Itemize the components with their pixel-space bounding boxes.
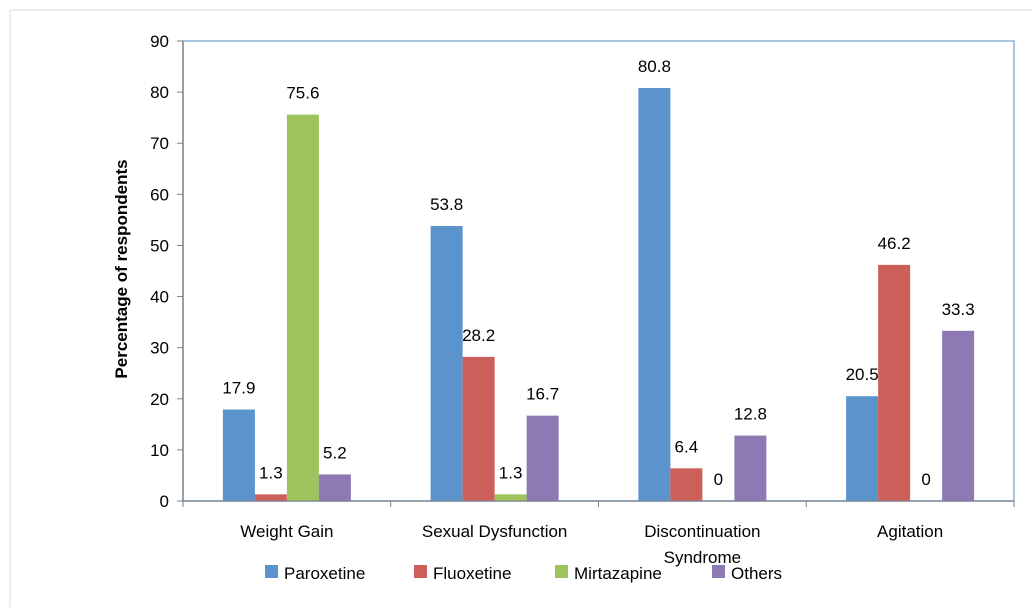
x-category-label: Sexual Dysfunction	[422, 522, 568, 541]
y-tick-label: 50	[150, 236, 169, 255]
data-label: 75.6	[286, 84, 319, 103]
data-label: 20.5	[846, 365, 879, 384]
data-label: 28.2	[462, 326, 495, 345]
bar	[670, 468, 703, 501]
legend-label: Mirtazapine	[574, 564, 662, 583]
bar	[526, 415, 559, 501]
legend-swatch	[414, 565, 427, 578]
data-label: 1.3	[259, 463, 283, 482]
data-label: 12.8	[734, 405, 767, 424]
bar	[942, 330, 975, 501]
data-label: 5.2	[323, 443, 347, 462]
x-category-label: Agitation	[877, 522, 943, 541]
data-label: 80.8	[638, 57, 671, 76]
legend-label: Others	[731, 564, 782, 583]
y-axis-title: Percentage of respondents	[112, 159, 131, 378]
legend-swatch	[712, 565, 725, 578]
data-label: 1.3	[499, 463, 523, 482]
data-labels: 17.9 1.3 75.6 5.2 53.8 28.2 1.3 16.7 80.8 6.4 0 12.…	[222, 57, 974, 489]
legend: Paroxetine Fluoxetine Mirtazapine Others	[265, 564, 782, 583]
legend-label: Fluoxetine	[433, 564, 511, 583]
bar	[878, 264, 911, 501]
bar	[286, 114, 319, 501]
data-label: 17.9	[222, 379, 255, 398]
bar	[254, 494, 287, 501]
x-category-label: Weight Gain	[240, 522, 333, 541]
data-label: 33.3	[942, 300, 975, 319]
x-axis: Weight Gain Sexual Dysfunction Discontinua…	[182, 500, 1015, 567]
data-label: 6.4	[675, 437, 699, 456]
bar	[846, 396, 879, 501]
y-tick-label: 90	[150, 32, 169, 51]
bar	[494, 494, 527, 501]
legend-swatch	[265, 565, 278, 578]
bar	[222, 409, 255, 501]
data-label: 16.7	[526, 385, 559, 404]
data-label: 0	[714, 470, 723, 489]
y-axis: 0 10 20 30 40 50 60 70 80 90	[150, 32, 184, 511]
bar	[430, 226, 463, 501]
x-category-label: Discontinuation Syndrome	[644, 522, 760, 567]
data-label: 46.2	[878, 234, 911, 253]
y-tick-label: 40	[150, 288, 169, 307]
y-tick-label: 20	[150, 390, 169, 409]
legend-swatch	[555, 565, 568, 578]
y-tick-label: 10	[150, 441, 169, 460]
legend-label: Paroxetine	[284, 564, 365, 583]
data-label: 0	[921, 470, 930, 489]
bar	[638, 88, 671, 502]
y-tick-label: 80	[150, 83, 169, 102]
y-tick-label: 60	[150, 185, 169, 204]
y-tick-label: 70	[150, 134, 169, 153]
bar	[734, 435, 767, 501]
data-label: 53.8	[430, 195, 463, 214]
bar	[318, 474, 351, 501]
y-tick-label: 0	[160, 492, 169, 511]
y-tick-label: 30	[150, 339, 169, 358]
bars	[222, 88, 975, 502]
bar	[462, 356, 495, 501]
